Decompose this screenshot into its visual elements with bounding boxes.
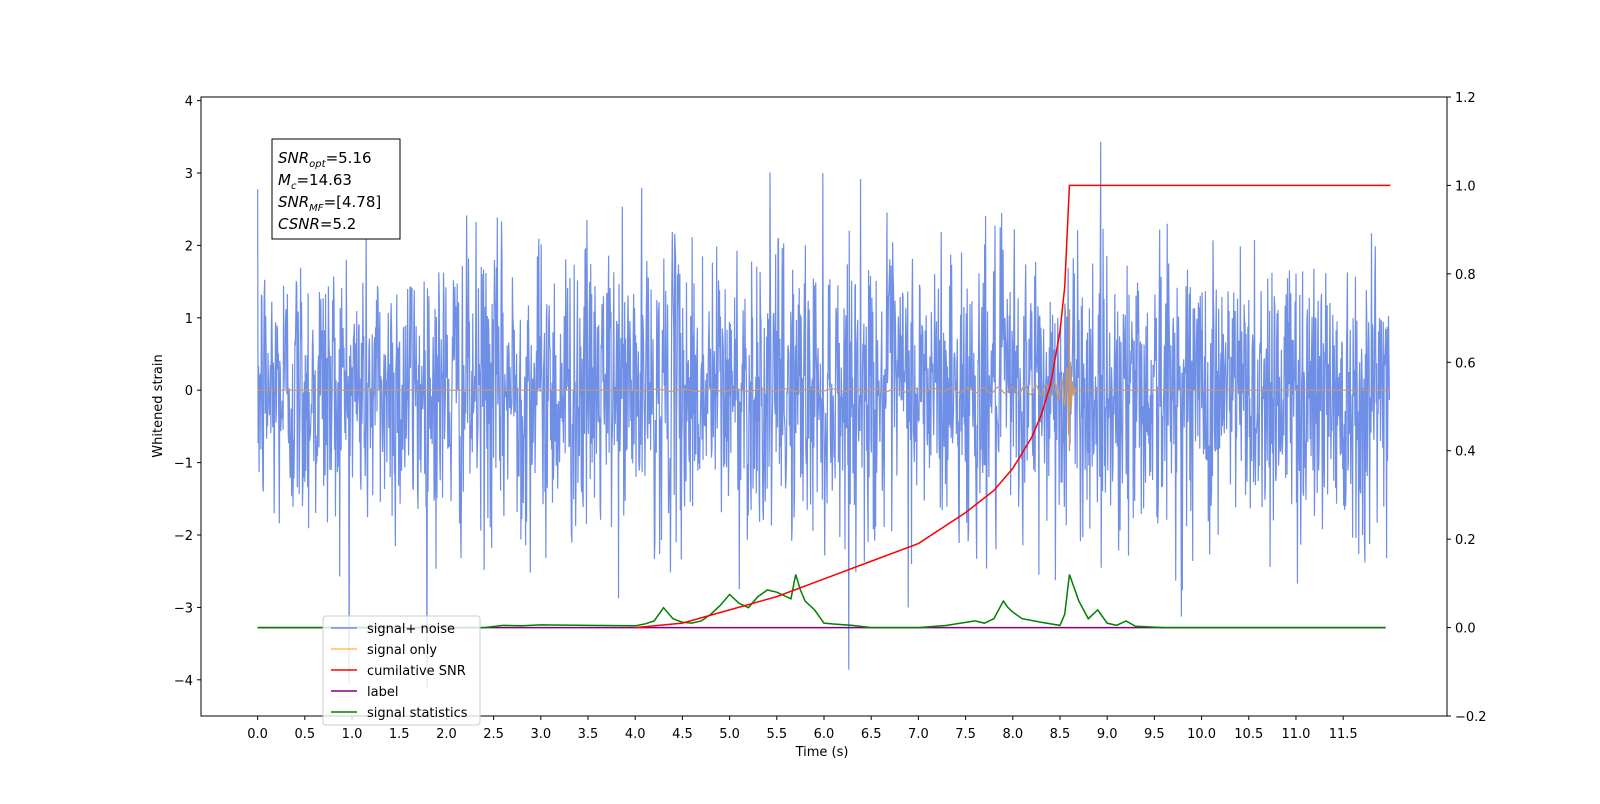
y2-tick-label: 0.4 — [1455, 445, 1476, 460]
annotation-value: =5.2 — [320, 215, 356, 233]
annotation-symbol: CSNR — [278, 215, 320, 233]
y-tick-label: 4 — [185, 95, 193, 110]
annotation-symbol: SNR — [278, 193, 309, 211]
legend-label: signal statistics — [367, 706, 468, 721]
y2-tick-label: 0.2 — [1455, 533, 1476, 548]
y2-tick-label: 0.8 — [1455, 268, 1476, 283]
x-tick-label: 6.5 — [861, 727, 882, 742]
y-tick-label: −4 — [174, 674, 193, 689]
annotation-subscript: opt — [309, 159, 326, 170]
annotation-symbol: SNR — [278, 149, 309, 167]
x-tick-label: 1.0 — [342, 727, 363, 742]
x-tick-label: 4.5 — [672, 727, 693, 742]
annotation-subscript: MF — [309, 203, 324, 214]
annotation-symbol: M — [278, 171, 291, 189]
x-tick-label: 10.5 — [1234, 727, 1263, 742]
annotation-subscript: c — [291, 181, 297, 192]
y2-tick-label: 1.2 — [1455, 91, 1476, 106]
x-tick-label: 5.0 — [719, 727, 740, 742]
annotation-line: SNRMF=[4.78] — [278, 193, 381, 214]
y-axis-label: Whitened strain — [151, 354, 166, 457]
x-tick-label: 2.5 — [483, 727, 504, 742]
plot-area — [257, 141, 1391, 689]
x-tick-label: 3.5 — [578, 727, 599, 742]
annotation-frame — [271, 138, 401, 240]
x-tick-label: 6.0 — [814, 727, 835, 742]
x-tick-label: 8.0 — [1002, 727, 1023, 742]
y-tick-label: 3 — [185, 167, 193, 182]
annotation-value: =[4.78] — [324, 193, 382, 211]
legend-label: label — [367, 685, 398, 700]
series-signal-noise — [257, 141, 1391, 689]
x-tick-label: 11.0 — [1281, 727, 1310, 742]
x-tick-label: 0.0 — [247, 727, 268, 742]
legend-frame — [322, 615, 481, 726]
x-tick-label: 9.0 — [1097, 727, 1118, 742]
y-tick-label: 1 — [185, 312, 193, 327]
series-signal-statistics — [257, 574, 1386, 629]
y2-tick-label: 1.0 — [1455, 179, 1476, 194]
y-tick-label: −2 — [174, 529, 193, 544]
y-tick-label: −3 — [174, 601, 193, 616]
y2-tick-label: 0.6 — [1455, 356, 1476, 371]
x-tick-label: 4.0 — [625, 727, 646, 742]
x-tick-label: 3.0 — [530, 727, 551, 742]
y2-tick-label: 0.0 — [1455, 622, 1476, 637]
legend-label: signal+ noise — [367, 622, 455, 637]
series-signal-only — [257, 361, 1390, 435]
x-tick-label: 5.5 — [766, 727, 787, 742]
annotation-value: =14.63 — [296, 171, 352, 189]
x-tick-label: 9.5 — [1144, 727, 1165, 742]
y-tick-label: 0 — [185, 384, 193, 399]
y-tick-label: −1 — [174, 457, 193, 472]
annotation-line: SNRopt=5.16 — [278, 149, 372, 170]
x-tick-label: 7.0 — [908, 727, 929, 742]
legend-label: cumilative SNR — [367, 664, 466, 679]
legend-label: signal only — [367, 643, 437, 658]
y2-tick-label: −0.2 — [1455, 710, 1487, 725]
legend: signal+ noise signal only cumilative SNR la… — [322, 615, 481, 726]
annotation-line: CSNR=5.2 — [278, 215, 356, 233]
y-tick-label: 2 — [185, 239, 193, 254]
x-tick-label: 10.0 — [1187, 727, 1216, 742]
y-axis-left: 4 3 2 1 0 −1 −2 −3 −4 — [174, 95, 201, 689]
y-axis-right: 1.2 1.0 0.8 0.6 0.4 0.2 0.0 −0.2 — [1447, 91, 1487, 725]
annotation-line: Mc=14.63 — [278, 171, 352, 192]
x-axis-label: Time (s) — [795, 745, 849, 760]
x-tick-label: 0.5 — [294, 727, 315, 742]
x-axis: 0.0 0.5 1.0 1.5 2.0 2.5 3.0 3.5 4.0 4.5 5.0 5.5 6.0 6… — [247, 716, 1358, 742]
x-tick-label: 8.5 — [1050, 727, 1071, 742]
x-tick-label: 7.5 — [955, 727, 976, 742]
series-cumulative-snr — [635, 184, 1391, 629]
x-tick-label: 11.5 — [1329, 727, 1358, 742]
annotation-value: =5.16 — [326, 149, 372, 167]
x-tick-label: 2.0 — [436, 727, 457, 742]
x-tick-label: 1.5 — [389, 727, 410, 742]
